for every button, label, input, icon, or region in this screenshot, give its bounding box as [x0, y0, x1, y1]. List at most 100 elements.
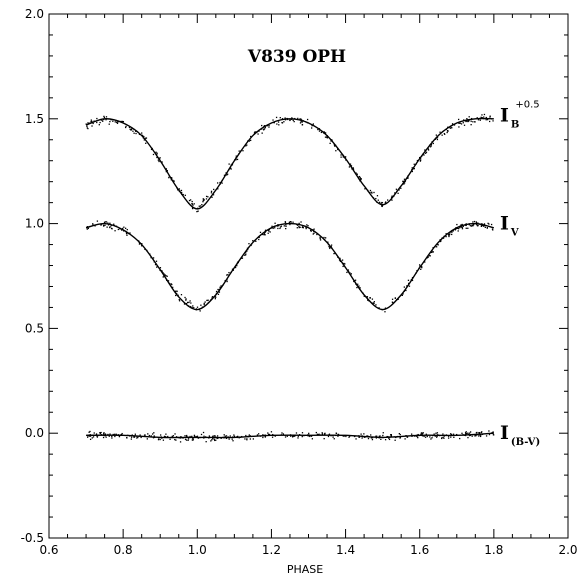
observation-point [169, 438, 171, 440]
observation-point [173, 180, 175, 182]
observation-point [443, 437, 445, 439]
observation-point [223, 174, 226, 176]
observation-point [126, 436, 128, 439]
observation-point [472, 225, 474, 227]
observation-point [117, 228, 120, 231]
observation-point [216, 182, 219, 184]
observation-point [98, 124, 100, 126]
observation-point [491, 228, 494, 230]
observation-point [163, 273, 165, 275]
observation-point [328, 433, 331, 435]
observation-point [200, 304, 202, 306]
observation-point [421, 432, 424, 434]
series-label-main: I [500, 422, 509, 444]
observation-point [400, 187, 402, 189]
observation-point [297, 437, 299, 439]
observation-point [327, 435, 330, 438]
observation-point [283, 225, 285, 227]
observation-point [221, 182, 223, 184]
observation-point [461, 432, 463, 434]
observation-point [267, 232, 269, 234]
observation-point [252, 438, 254, 440]
observation-point [300, 121, 302, 123]
observation-point [248, 434, 250, 436]
observation-point [165, 275, 167, 277]
observation-point [233, 434, 235, 436]
observation-point [144, 434, 146, 436]
observation-point [472, 223, 474, 226]
observation-point [471, 435, 473, 437]
observation-point [335, 432, 337, 434]
observation-point [373, 302, 375, 305]
observation-point [175, 294, 177, 297]
observation-point [468, 432, 471, 434]
observation-point [193, 434, 196, 436]
observation-point [384, 307, 387, 309]
observation-point [341, 259, 344, 261]
observation-point [483, 223, 486, 225]
observation-point [202, 198, 204, 200]
observation-point [137, 436, 139, 439]
observation-point [395, 188, 398, 190]
observation-point [451, 123, 454, 125]
observation-point [159, 267, 162, 269]
observation-point [486, 118, 489, 121]
observation-point [452, 230, 454, 232]
observation-point [249, 438, 251, 440]
observation-point [427, 149, 430, 151]
observation-point [210, 190, 213, 192]
observation-point [246, 438, 248, 440]
observation-point [201, 203, 203, 206]
observation-point [426, 435, 428, 438]
observation-point [250, 135, 252, 138]
observation-point [319, 236, 321, 239]
observation-point [112, 120, 114, 122]
observation-point [162, 276, 164, 278]
observation-point [268, 124, 270, 127]
observation-point [405, 289, 407, 292]
observation-point [118, 435, 121, 438]
observation-point [117, 121, 119, 123]
observation-point [214, 298, 216, 300]
observation-point [333, 252, 335, 255]
observation-point [254, 131, 256, 133]
observation-point [248, 140, 251, 142]
observation-point [150, 435, 152, 437]
observation-point [102, 436, 105, 439]
observation-point [457, 228, 460, 230]
observation-point [229, 435, 231, 437]
observation-point [462, 225, 464, 228]
observation-point [178, 298, 180, 301]
observation-point [479, 435, 482, 438]
observation-point [480, 225, 483, 227]
observation-point [346, 271, 348, 274]
observation-point [157, 439, 160, 441]
observation-point [261, 132, 263, 134]
observation-point [436, 435, 438, 438]
observation-point [153, 435, 155, 437]
observation-point [174, 438, 176, 441]
observation-point [228, 271, 230, 274]
observation-point [436, 137, 438, 139]
observation-point [481, 117, 483, 119]
observation-point [171, 283, 173, 286]
observation-point [124, 227, 127, 229]
observation-point [113, 223, 115, 225]
observation-point [356, 173, 358, 175]
observation-point [486, 227, 488, 229]
observation-point [451, 127, 453, 129]
observation-point [301, 432, 304, 434]
observation-point [187, 438, 190, 440]
observation-point [244, 438, 246, 440]
observation-point [442, 433, 444, 435]
observation-point [323, 236, 325, 239]
observation-point [114, 435, 116, 438]
observation-point [312, 233, 314, 235]
observation-point [174, 433, 176, 435]
observation-point [479, 434, 481, 436]
observation-point [301, 121, 303, 123]
observation-point [480, 116, 482, 118]
observation-point [448, 235, 450, 238]
observation-point [475, 434, 477, 437]
observation-point [300, 118, 302, 120]
